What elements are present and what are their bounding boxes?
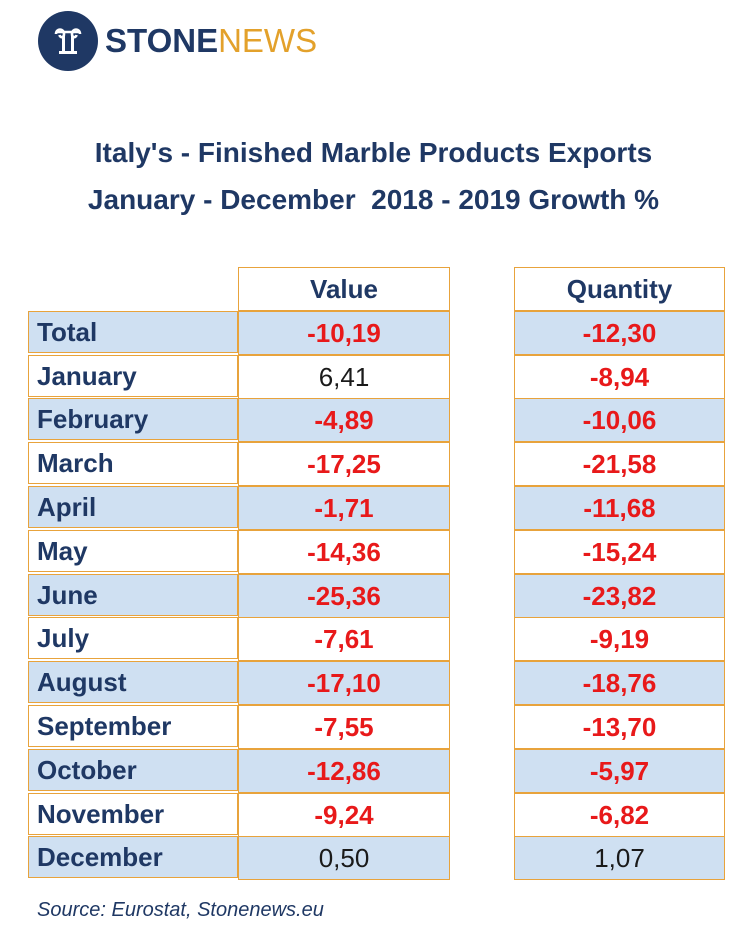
value-cell: -12,86: [238, 749, 450, 793]
month-label: April: [28, 486, 238, 528]
month-label: July: [28, 617, 238, 659]
table-row: October -12,86 -5,97: [0, 749, 747, 793]
table-row: March -17,25 -21,58: [0, 442, 747, 486]
source-note: Source: Eurostat, Stonenews.eu: [37, 899, 324, 921]
month-label: January: [28, 355, 238, 397]
brand-stone: STONE: [105, 22, 219, 59]
quantity-cell: -21,58: [514, 442, 725, 486]
table-row: December 0,50 1,07: [0, 836, 747, 880]
quantity-cell: -11,68: [514, 486, 725, 530]
table-row: May -14,36 -15,24: [0, 530, 747, 574]
value-cell: -9,24: [238, 793, 450, 837]
month-label: February: [28, 398, 238, 440]
month-label: Total: [28, 311, 238, 353]
title-line-2: January - December 2018 - 2019 Growth %: [87, 184, 660, 215]
brand-wordmark: STONENEWS: [105, 22, 317, 60]
header-value: Value: [238, 267, 450, 311]
table-header-row: Value Quantity: [0, 267, 747, 311]
value-cell: -17,25: [238, 442, 450, 486]
quantity-cell: -15,24: [514, 530, 725, 574]
table-row: July -7,61 -9,19: [0, 617, 747, 661]
quantity-cell: 1,07: [514, 836, 725, 880]
month-label: May: [28, 530, 238, 572]
quantity-cell: -6,82: [514, 793, 725, 837]
quantity-cell: -18,76: [514, 661, 725, 705]
value-cell: -25,36: [238, 574, 450, 618]
value-cell: -7,55: [238, 705, 450, 749]
month-label: September: [28, 705, 238, 747]
month-label: November: [28, 793, 238, 835]
table-row: September -7,55 -13,70: [0, 705, 747, 749]
table-row: Total -10,19 -12,30: [0, 311, 747, 355]
value-cell: -4,89: [238, 398, 450, 442]
month-label: October: [28, 749, 238, 791]
table-row: June -25,36 -23,82: [0, 574, 747, 618]
value-cell: -10,19: [238, 311, 450, 355]
month-label: June: [28, 574, 238, 616]
table-row: April -1,71 -11,68: [0, 486, 747, 530]
brand-news: NEWS: [218, 22, 318, 59]
value-cell: -14,36: [238, 530, 450, 574]
value-cell: 0,50: [238, 836, 450, 880]
value-cell: -7,61: [238, 617, 450, 661]
table-row: August -17,10 -18,76: [0, 661, 747, 705]
table-row: February -4,89 -10,06: [0, 398, 747, 442]
stonenews-logo: STONENEWS: [38, 11, 317, 71]
table-row: November -9,24 -6,82: [0, 793, 747, 837]
month-label: August: [28, 661, 238, 703]
month-label: March: [28, 442, 238, 484]
title-line-1: Italy's - Finished Marble Products Expor…: [94, 137, 653, 168]
value-cell: 6,41: [238, 355, 450, 399]
value-cell: -1,71: [238, 486, 450, 530]
column-icon: [38, 11, 98, 71]
quantity-cell: -13,70: [514, 705, 725, 749]
quantity-cell: -23,82: [514, 574, 725, 618]
header-quantity: Quantity: [514, 267, 725, 311]
quantity-cell: -8,94: [514, 355, 725, 399]
quantity-cell: -12,30: [514, 311, 725, 355]
quantity-cell: -9,19: [514, 617, 725, 661]
value-cell: -17,10: [238, 661, 450, 705]
month-label: December: [28, 836, 238, 878]
quantity-cell: -5,97: [514, 749, 725, 793]
table-row: January 6,41 -8,94: [0, 355, 747, 399]
quantity-cell: -10,06: [514, 398, 725, 442]
